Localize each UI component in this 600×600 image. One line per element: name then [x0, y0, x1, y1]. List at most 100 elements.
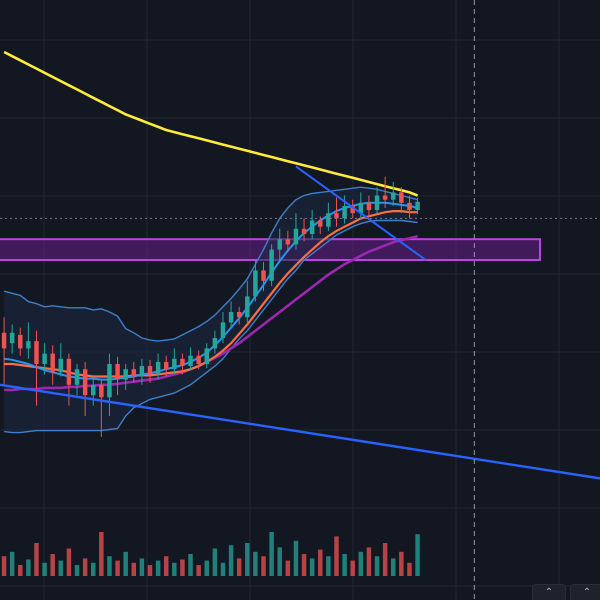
bollinger-basis-line: [3, 201, 418, 381]
candle-body: [58, 358, 64, 373]
candle-body: [26, 341, 31, 349]
candle-body: [99, 384, 104, 398]
scroll-right-button[interactable]: ⌃: [570, 584, 600, 600]
candle-body: [350, 205, 355, 214]
candle-body: [50, 353, 55, 373]
volume-bar: [407, 562, 412, 576]
volume-bar: [261, 556, 266, 576]
volume-bar: [293, 540, 299, 576]
candlesticks: [1, 176, 420, 437]
volume-bar: [155, 560, 161, 576]
candle-body: [42, 353, 47, 364]
volume-bar: [9, 551, 15, 576]
volume-bar: [82, 558, 88, 576]
candle-body: [18, 334, 23, 349]
bollinger-lower-line: [4, 219, 418, 434]
chevron-up-icon: ⌃: [582, 587, 592, 598]
candle-body: [123, 369, 128, 380]
volume-bar: [1, 556, 7, 576]
volume-bar: [42, 562, 47, 576]
candle-body: [82, 369, 88, 396]
volume-bar: [50, 554, 55, 576]
volume-bar: [196, 565, 201, 576]
volume-bar: [358, 551, 364, 576]
candle-body: [415, 201, 420, 211]
volume-bar: [318, 549, 323, 576]
candle-body: [172, 358, 177, 370]
scroll-left-button[interactable]: ⌃: [532, 584, 566, 600]
volume-bar: [236, 558, 242, 576]
candle-body: [74, 369, 80, 385]
volume-bar: [91, 562, 96, 576]
volume-bar: [285, 560, 291, 576]
candle-body: [180, 358, 185, 367]
candle-body: [107, 364, 112, 398]
candle-body: [188, 355, 193, 367]
candle-body: [318, 220, 323, 227]
volume-bar: [34, 543, 39, 576]
candle-body: [309, 220, 315, 234]
volume-bar: [309, 558, 315, 576]
volume-bar: [18, 565, 23, 576]
volume-bar: [220, 562, 226, 576]
volume-bar: [74, 565, 80, 576]
volume-bar: [382, 543, 388, 576]
candle-body: [374, 195, 380, 211]
volume-bar: [147, 565, 153, 576]
volume-bar: [269, 532, 274, 576]
volume-bar: [26, 559, 31, 576]
volume-bar: [180, 559, 185, 576]
candle-body: [261, 270, 266, 281]
volume-bar: [123, 551, 128, 576]
candle-body: [293, 228, 299, 245]
candle-body: [245, 296, 250, 318]
candle-body: [163, 361, 169, 370]
volume-bar: [58, 560, 64, 576]
volume-bar: [342, 554, 347, 576]
long-ma-line: [3, 50, 419, 197]
volume-bar: [374, 556, 380, 576]
volume-bar: [188, 554, 193, 576]
candle-body: [228, 312, 234, 323]
candle-body: [236, 312, 242, 318]
candle-body: [399, 192, 404, 203]
volume-bar: [107, 556, 112, 576]
candle-body: [391, 192, 396, 200]
candle-body: [220, 322, 226, 338]
candle-body: [212, 338, 218, 349]
candle-body: [139, 366, 145, 377]
volume-bar: [212, 548, 218, 576]
volume-bar: [415, 534, 420, 576]
volume-bar: [277, 547, 282, 576]
chevron-up-icon: ⌃: [544, 587, 554, 598]
volume-bar: [204, 560, 209, 576]
volume-bar: [399, 551, 404, 576]
candle-body: [1, 332, 7, 349]
candle-body: [9, 332, 15, 344]
volume-bar: [326, 556, 331, 576]
volume-bar: [301, 554, 307, 576]
volume-bar: [391, 558, 396, 576]
trendlines[interactable]: [0, 165, 600, 480]
candle-body: [204, 348, 209, 364]
candle-body: [366, 202, 372, 211]
long-trendline: [0, 383, 600, 480]
candle-body: [253, 270, 258, 297]
candle-body: [407, 202, 412, 211]
volume-bar: [131, 562, 137, 576]
candle-body: [91, 384, 96, 396]
volume-bar: [172, 562, 177, 576]
candle-body: [334, 213, 339, 219]
candle-body: [66, 358, 72, 385]
volume-bar: [139, 558, 145, 576]
volume-bar: [66, 548, 72, 576]
falling-trendline: [295, 165, 427, 261]
volume-bar: [228, 545, 234, 576]
candle-body: [301, 228, 307, 234]
candle-body: [115, 364, 120, 380]
candle-body: [34, 341, 39, 364]
fast-ema-line: [4, 210, 418, 378]
